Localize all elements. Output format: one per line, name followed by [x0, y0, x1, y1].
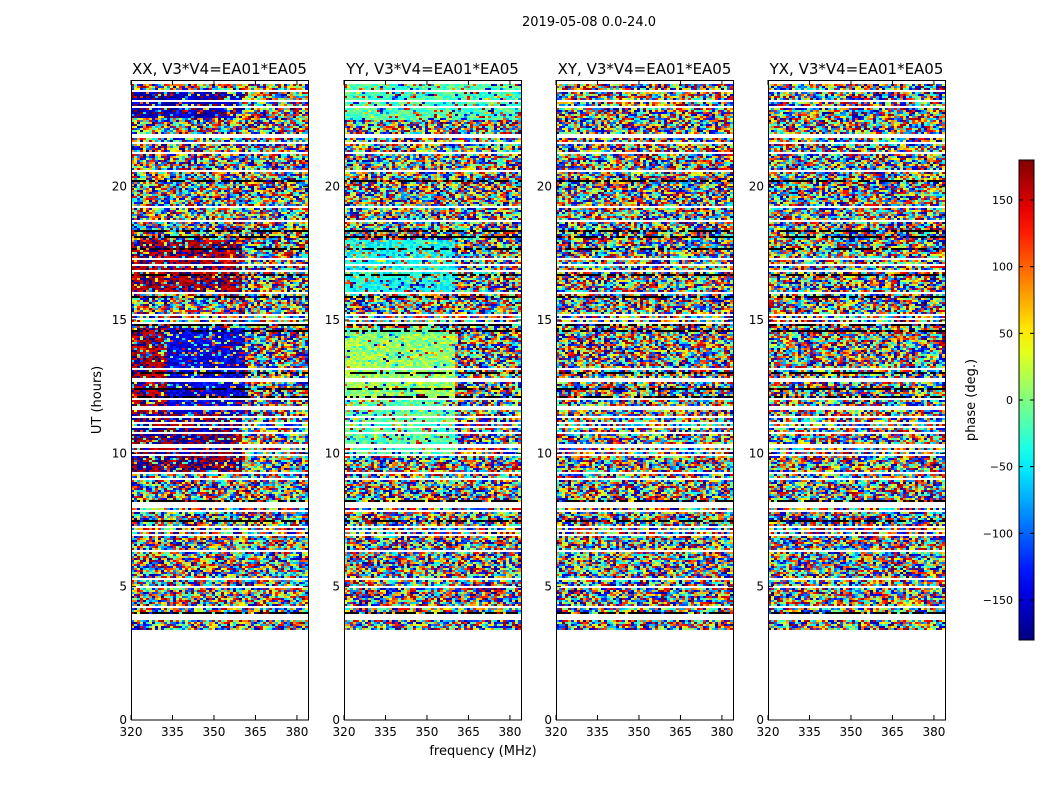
heatmap-1 [131, 80, 308, 720]
panel-frame [556, 80, 734, 721]
x-tick-label: 350 [203, 725, 226, 739]
panel-4: YX, V3*V4=EA01*EA05 320 335 350 365 380 0 5 10 15… [749, 60, 946, 739]
y-tick-label: 5 [332, 580, 340, 594]
y-tick-label: 5 [119, 580, 127, 594]
colorbar-tick-label: 50 [999, 327, 1013, 340]
panel-title: YX, V3*V4=EA01*EA05 [769, 60, 944, 78]
x-tick-label: 380 [285, 725, 308, 739]
y-tick-label: 0 [119, 713, 127, 727]
x-tick-label: 350 [416, 725, 439, 739]
y-tick-label: 0 [544, 713, 552, 727]
x-tick-label: 320 [545, 725, 568, 739]
y-tick-label: 20 [325, 180, 340, 194]
colorbar-tick-label: 150 [992, 194, 1013, 207]
x-tick-label: 365 [457, 725, 480, 739]
x-tick-label: 380 [498, 725, 521, 739]
panel-title: XX, V3*V4=EA01*EA05 [132, 60, 307, 78]
y-tick-label: 15 [537, 313, 552, 327]
x-tick-label: 365 [669, 725, 692, 739]
colorbar-tick-label: −100 [983, 527, 1013, 540]
figure-suptitle: 2019-05-08 0.0-24.0 [522, 15, 656, 30]
x-tick-label: 350 [628, 725, 651, 739]
panels: XX, V3*V4=EA01*EA05 320 335 350 365 380 0 5 10 15… [112, 60, 946, 739]
y-tick-label: 5 [544, 580, 552, 594]
y-tick-label: 15 [749, 313, 764, 327]
panel-frame [131, 80, 309, 721]
panel-1: XX, V3*V4=EA01*EA05 320 335 350 365 380 0 5 10 15… [112, 60, 309, 739]
x-tick-label: 335 [586, 725, 609, 739]
y-tick-label: 10 [112, 446, 127, 460]
x-tick-label: 380 [922, 725, 945, 739]
y-tick-label: 20 [112, 180, 127, 194]
y-tick-label: 0 [756, 713, 764, 727]
x-axis-label: frequency (MHz) [429, 744, 536, 759]
colorbar-tick-label: −150 [983, 594, 1013, 607]
x-tick-label: 320 [120, 725, 143, 739]
y-axis-label: UT (hours) [90, 366, 105, 434]
y-tick-label: 20 [537, 180, 552, 194]
y-tick-label: 10 [325, 446, 340, 460]
y-tick-label: 10 [537, 446, 552, 460]
heatmap-3 [556, 80, 733, 720]
colorbar-tick-label: −50 [990, 461, 1013, 474]
x-tick-label: 380 [710, 725, 733, 739]
x-tick-label: 335 [798, 725, 821, 739]
y-tick-label: 15 [112, 313, 127, 327]
x-tick-label: 335 [161, 725, 184, 739]
x-tick-label: 365 [244, 725, 267, 739]
y-tick-label: 15 [325, 313, 340, 327]
colorbar-tick-label: 0 [1006, 394, 1013, 407]
heatmap-4 [768, 80, 945, 720]
panel-title: XY, V3*V4=EA01*EA05 [558, 60, 732, 78]
y-tick-label: 20 [749, 180, 764, 194]
y-tick-label: 0 [332, 713, 340, 727]
colorbar-label: phase (deg.) [964, 359, 979, 441]
x-tick-label: 335 [374, 725, 397, 739]
x-tick-label: 320 [757, 725, 780, 739]
x-tick-label: 365 [881, 725, 904, 739]
panel-frame [768, 80, 946, 721]
panel-title: YY, V3*V4=EA01*EA05 [345, 60, 519, 78]
y-tick-label: 10 [749, 446, 764, 460]
panel-frame [344, 80, 522, 721]
panel-3: XY, V3*V4=EA01*EA05 320 335 350 365 380 0 5 10 15… [537, 60, 734, 739]
colorbar: 150 100 50 0 −50 −100 −150 [983, 159, 1035, 641]
x-tick-label: 350 [840, 725, 863, 739]
colorbar-tick-label: 100 [992, 261, 1013, 274]
x-tick-label: 320 [333, 725, 356, 739]
heatmap-2 [344, 80, 521, 720]
panel-2: YY, V3*V4=EA01*EA05 320 335 350 365 380 0 5 10 15… [325, 60, 522, 739]
y-tick-label: 5 [756, 580, 764, 594]
